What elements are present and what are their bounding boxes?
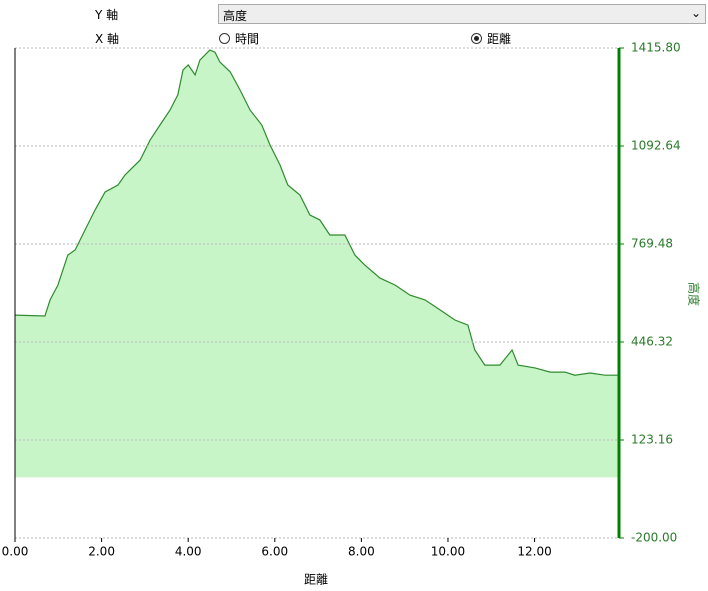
x-tick-label: 12.00 bbox=[517, 545, 551, 559]
x-axis-title: 距離 bbox=[304, 573, 328, 587]
radio-button[interactable] bbox=[471, 33, 482, 44]
area-line bbox=[14, 49, 619, 376]
x-tick-label: 0.00 bbox=[2, 545, 29, 559]
x-tick-label: 6.00 bbox=[261, 545, 288, 559]
radio-label: 距離 bbox=[487, 32, 512, 46]
y-tick-label: 123.16 bbox=[631, 433, 673, 447]
x-tick-label: 2.00 bbox=[88, 545, 115, 559]
radio-option[interactable]: 距離 bbox=[471, 30, 511, 47]
y-axis-title: 高度 bbox=[687, 282, 702, 306]
y-tick-label: -200.00 bbox=[631, 531, 677, 545]
x-tick-label: 10.00 bbox=[431, 545, 465, 559]
x-axis-label: X 軸 bbox=[95, 32, 120, 46]
y-axis-label: Y 軸 bbox=[95, 8, 119, 22]
radio-button[interactable] bbox=[219, 33, 230, 44]
y-tick-label: 1092.64 bbox=[631, 139, 681, 153]
y-tick-label: 769.48 bbox=[631, 237, 673, 251]
radio-label: 時間 bbox=[235, 32, 260, 46]
y-tick-label: 1415.80 bbox=[631, 41, 681, 55]
x-tick-label: 8.00 bbox=[348, 545, 375, 559]
select-value: 高度 bbox=[223, 9, 248, 23]
y-tick-label: 446.32 bbox=[631, 335, 673, 349]
x-tick-label: 4.00 bbox=[175, 545, 202, 559]
area-fill bbox=[15, 50, 619, 478]
radio-option[interactable]: 時間 bbox=[219, 30, 259, 47]
y-axis-select[interactable]: 高度 ⌄ bbox=[218, 4, 706, 24]
select-arrow: ⌄ bbox=[690, 6, 701, 20]
